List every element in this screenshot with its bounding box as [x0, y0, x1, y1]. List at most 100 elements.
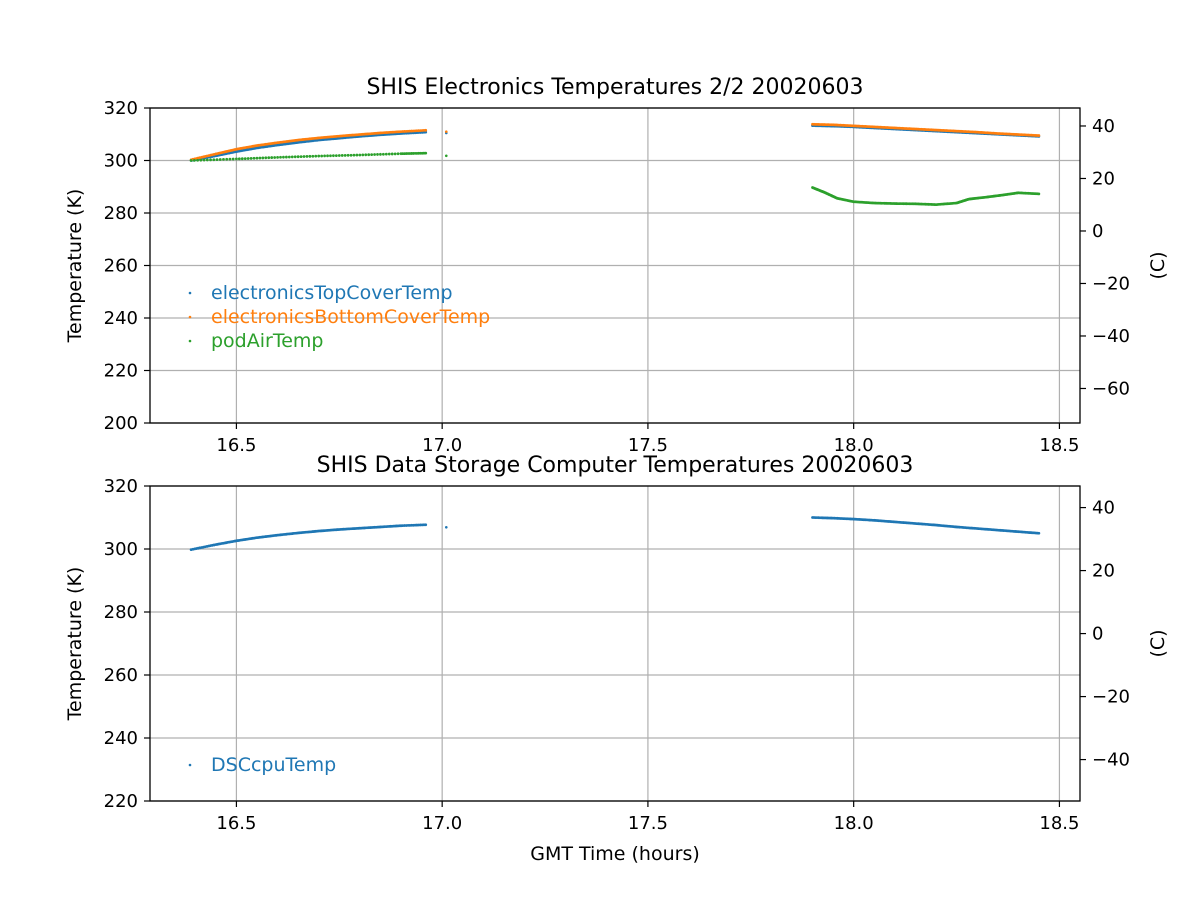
plot-frame — [149, 485, 1081, 802]
data-point — [305, 155, 309, 158]
legend-marker — [188, 315, 192, 319]
x-tick-label: 17.0 — [422, 435, 462, 456]
data-point — [235, 157, 238, 161]
y-tick-label: 320 — [104, 476, 138, 497]
y-tick-label: 260 — [104, 665, 138, 686]
data-point — [364, 153, 368, 157]
data-point — [444, 154, 448, 158]
y-tick-label: 280 — [104, 602, 138, 623]
legend-marker — [188, 339, 192, 343]
y-tick-label: 300 — [104, 539, 138, 560]
data-point — [352, 153, 356, 157]
y-tick-label: 240 — [104, 308, 138, 329]
data-point — [249, 156, 253, 160]
y-tick-label: 260 — [104, 256, 138, 277]
x-tick-label: 18.5 — [1039, 813, 1079, 834]
x-axis-title: GMT Time (hours) — [530, 843, 700, 865]
data-point — [264, 156, 268, 160]
y-tick-label: 240 — [104, 728, 138, 749]
y2-tick-label: −20 — [1092, 687, 1130, 708]
data-point — [205, 158, 209, 162]
y2-axis-title: (C) — [1147, 251, 1169, 279]
data-point — [346, 153, 350, 157]
data-point — [273, 156, 277, 159]
data-point — [444, 525, 448, 529]
series-electronicsBottomCoverTemp — [189, 122, 1041, 162]
data-point — [329, 154, 332, 158]
data-point — [284, 155, 288, 159]
data-point — [320, 154, 324, 158]
legend-label: podAirTemp — [211, 330, 323, 352]
data-point — [379, 152, 382, 156]
data-point — [276, 155, 279, 159]
x-tick-label: 16.5 — [216, 813, 256, 834]
data-point — [243, 157, 247, 160]
y2-tick-label: −40 — [1092, 326, 1130, 347]
data-point — [349, 153, 353, 157]
data-point — [237, 157, 241, 161]
data-point — [246, 157, 250, 160]
series-DSCcpuTemp — [189, 516, 1041, 552]
legend-marker — [188, 291, 192, 295]
data-point — [308, 154, 312, 158]
y2-tick-label: 20 — [1092, 168, 1115, 189]
data-point — [317, 154, 321, 158]
y-tick-label: 300 — [104, 151, 138, 172]
data-point — [332, 154, 335, 158]
data-point — [393, 152, 397, 156]
data-point — [261, 156, 265, 160]
x-tick-label: 18.0 — [834, 435, 874, 456]
x-tick-label: 17.5 — [628, 813, 668, 834]
y-tick-label: 220 — [104, 791, 138, 812]
x-tick-label: 18.5 — [1039, 435, 1079, 456]
y-axis-title: Temperature (K) — [64, 567, 86, 722]
data-point — [323, 154, 326, 158]
data-point — [202, 158, 206, 162]
data-point — [358, 153, 362, 157]
legend: DSCcpuTemp — [188, 754, 336, 776]
data-point — [424, 151, 428, 155]
chart-title: SHIS Data Storage Computer Temperatures … — [317, 453, 914, 478]
data-point — [1037, 134, 1041, 137]
data-point — [424, 128, 428, 132]
data-point — [279, 155, 282, 159]
data-point — [225, 157, 229, 161]
data-point — [444, 130, 448, 133]
data-point — [189, 159, 193, 162]
y2-tick-label: −40 — [1092, 750, 1130, 771]
data-point — [337, 154, 341, 157]
data-point — [424, 523, 428, 527]
data-point — [231, 157, 235, 161]
data-storage-computer-temperatures-chart: 16.5 17.0 17.5 18.0 18.5 220 240 260 280 300 320 −4… — [64, 453, 1169, 865]
y2-tick-label: 0 — [1092, 624, 1103, 645]
y2-tick-label: 20 — [1092, 561, 1115, 582]
data-point — [215, 158, 219, 162]
data-point — [390, 152, 394, 156]
x-tick-label: 17.0 — [422, 813, 462, 834]
legend-item: DSCcpuTemp — [188, 754, 336, 776]
data-point — [192, 158, 196, 162]
chart-title: SHIS Electronics Temperatures 2/2 200206… — [366, 75, 863, 100]
data-point — [290, 155, 294, 159]
data-point — [1037, 192, 1041, 196]
y2-tick-label: −60 — [1092, 378, 1130, 399]
data-point — [293, 155, 297, 159]
data-point — [381, 152, 385, 156]
data-point — [258, 156, 262, 160]
y2-tick-label: 0 — [1092, 221, 1103, 242]
data-point — [326, 154, 329, 158]
data-point — [270, 156, 274, 159]
data-point — [255, 156, 259, 160]
series-podAirTemp — [189, 151, 1041, 207]
grid — [150, 107, 1080, 424]
data-point — [343, 153, 347, 157]
electronics-temperatures-chart: 16.5 17.0 17.5 18.0 18.520022024026028030032… — [64, 75, 1169, 456]
data-point — [267, 156, 271, 160]
data-point — [314, 154, 318, 158]
data-point — [367, 153, 371, 157]
legend: electronicsTopCoverTempelectronicsBottom… — [188, 282, 490, 352]
data-point — [199, 158, 203, 162]
data-point — [252, 156, 256, 160]
data-point — [299, 155, 303, 159]
